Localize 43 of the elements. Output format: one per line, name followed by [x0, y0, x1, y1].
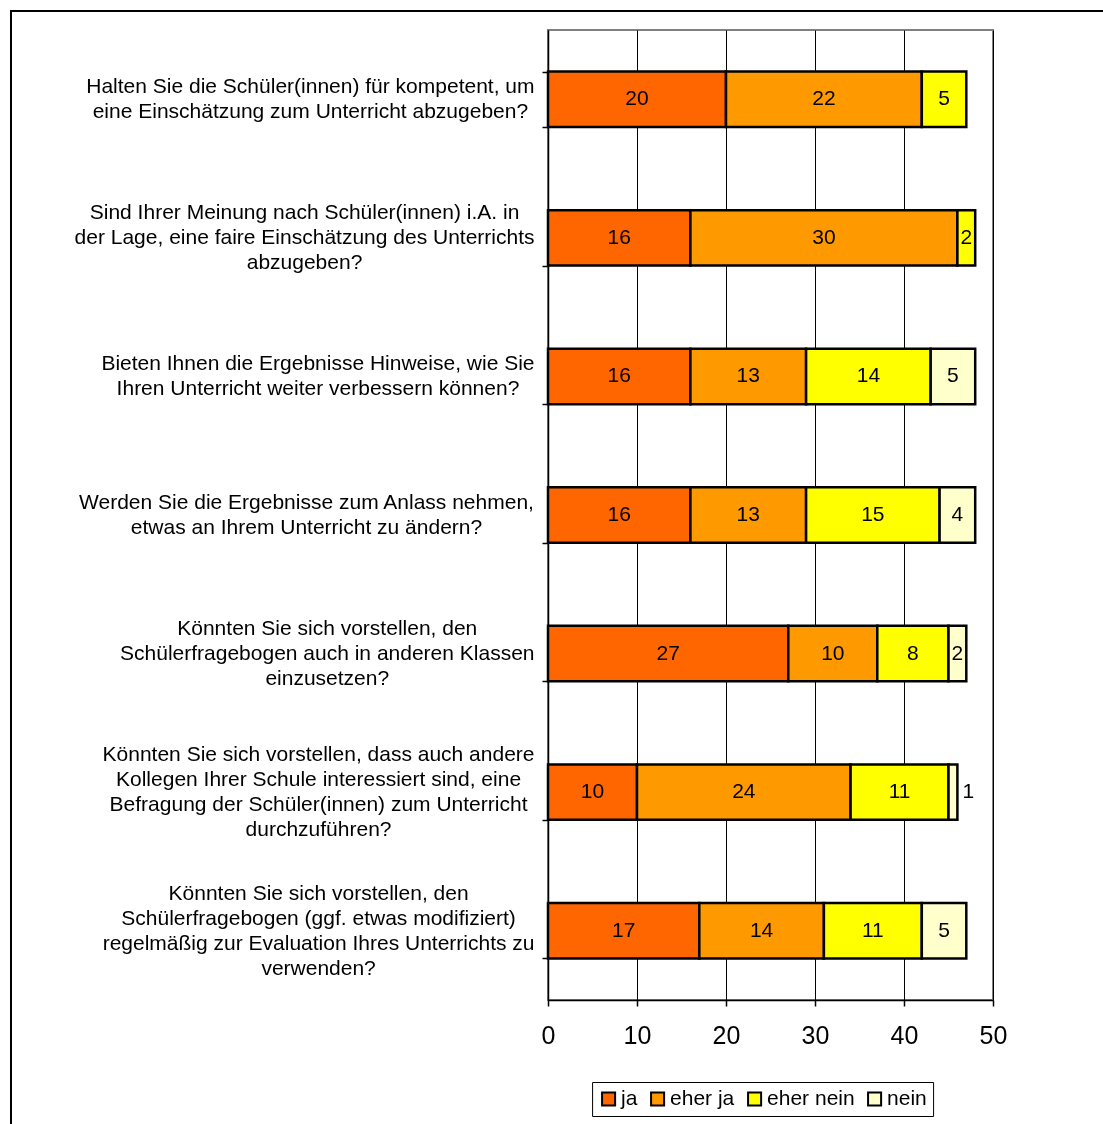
legend-label: ja	[620, 1085, 638, 1109]
data-label: 11	[888, 779, 911, 803]
data-label: 1	[962, 779, 975, 803]
data-label: 10	[580, 779, 605, 803]
data-label: 27	[656, 640, 680, 664]
y-tick-label: Könnten Sie sich vorstellen, dass auch andere Kollegen Ihrer Schule interessiert sind, eine Befragung der Schüler(innen) zum Unterricht durchzuführen?	[102, 742, 535, 841]
data-label: 4	[951, 502, 964, 525]
legend-label: eher ja	[670, 1085, 735, 1109]
data-label: 22	[812, 86, 836, 110]
data-label: 20	[625, 86, 649, 110]
data-label: 15	[861, 502, 885, 525]
data-label: 17	[611, 917, 636, 941]
data-label: 5	[938, 917, 950, 941]
x-tick-label: 0	[541, 1020, 556, 1049]
y-tick-label: Halten Sie die Schüler(innen) für kompetent, um eine Einschätzung zum Unterricht abzugeben?	[86, 74, 535, 123]
data-label: 14	[856, 363, 881, 387]
data-label: 16	[607, 502, 631, 525]
data-label: 13	[736, 502, 760, 525]
data-label: 30	[812, 224, 836, 248]
legend-label: eher nein	[767, 1085, 855, 1109]
data-label: 11	[861, 917, 884, 941]
data-label: 14	[749, 917, 774, 941]
data-label: 24	[732, 779, 756, 803]
x-tick-label: 40	[890, 1020, 919, 1049]
x-tick-label: 10	[623, 1020, 652, 1049]
x-tick-label: 50	[979, 1020, 1008, 1049]
x-tick-label: 20	[712, 1020, 741, 1049]
y-tick-label: Könnten Sie sich vorstellen, den Schülerfragebogen (ggf. etwas modifiziert) regelmäßig zur Evaluation Ihres Unterrichts zu verwenden?	[102, 880, 535, 979]
data-label: 8	[907, 640, 919, 664]
data-label: 5	[938, 86, 950, 110]
data-label: 16	[607, 224, 631, 248]
y-tick-label: Werden Sie die Ergebnisse zum Anlass nehmen, etwas an Ihrem Unterricht zu ändern?	[79, 490, 534, 538]
y-tick-label: Sind Ihrer Meinung nach Schüler(innen) i.A. in der Lage, eine faire Einschätzung des Unterrichts abzugeben?	[74, 200, 535, 274]
data-label: 13	[736, 363, 760, 387]
data-label: 10	[821, 640, 845, 664]
legend-label: nein	[887, 1085, 927, 1109]
x-tick-label: 30	[801, 1020, 830, 1049]
data-label: 5	[947, 363, 959, 387]
data-label: 2	[960, 224, 973, 248]
y-tick-label: Bieten Ihnen die Ergebnisse Hinweise, wie Sie Ihren Unterricht weiter verbessern können?	[101, 351, 535, 400]
data-label: 16	[607, 363, 631, 387]
y-tick-label: Könnten Sie sich vorstellen, den Schülerfragebogen auch in anderen Klassen einzusetzen?	[120, 616, 535, 690]
data-label: 2	[951, 640, 964, 664]
